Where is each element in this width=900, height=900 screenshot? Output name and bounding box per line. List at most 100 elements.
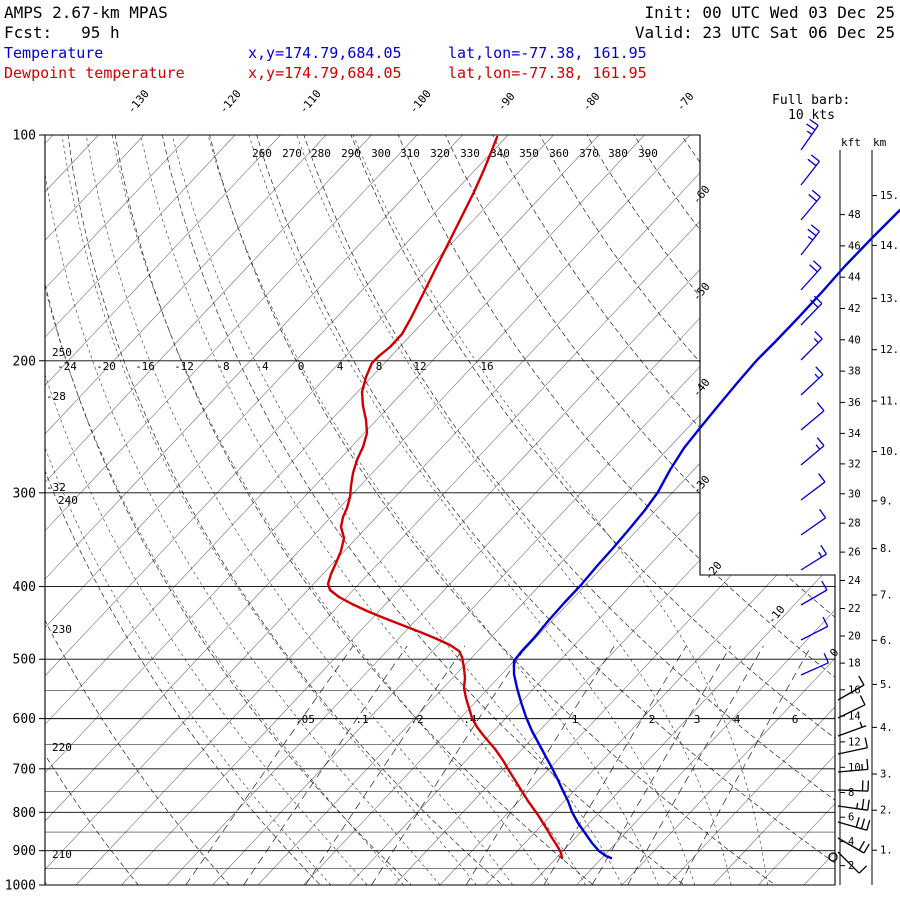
svg-text:-10: -10: [765, 603, 788, 627]
wind-barb: [837, 721, 867, 737]
legend-dewpoint-label: Dewpoint temperature: [4, 64, 185, 82]
svg-text:320: 320: [430, 147, 450, 160]
svg-text:5.: 5.: [880, 679, 893, 691]
svg-text:-120: -120: [217, 87, 244, 116]
svg-text:8: 8: [376, 360, 383, 373]
wind-barb: [837, 816, 871, 831]
svg-text:0: 0: [298, 360, 305, 373]
svg-text:300: 300: [13, 486, 36, 501]
svg-text:12: 12: [413, 360, 426, 373]
svg-text:3.: 3.: [880, 769, 893, 781]
wind-barb: [800, 508, 827, 536]
svg-text:15.: 15.: [880, 190, 899, 202]
svg-text:280: 280: [311, 147, 331, 160]
svg-text:7.: 7.: [880, 590, 893, 602]
svg-text:700: 700: [13, 762, 36, 777]
svg-text:380: 380: [608, 147, 628, 160]
svg-text:290: 290: [341, 147, 361, 160]
legend-dewpoint-xy: x,y=174.79,684.05: [248, 64, 402, 82]
wind-barb: [800, 437, 825, 466]
calm-wind-circle: [828, 852, 838, 862]
dewpoint-curve: [326, 135, 564, 860]
svg-text:360: 360: [549, 147, 569, 160]
wind-barb: [800, 154, 820, 186]
svg-text:-40: -40: [690, 376, 713, 400]
legend-temperature-label: Temperature: [4, 44, 104, 62]
svg-text:34: 34: [848, 428, 861, 440]
svg-text:-16: -16: [135, 360, 155, 373]
wind-barb: [837, 758, 869, 773]
wind-barb: [800, 580, 828, 606]
svg-text:350: 350: [519, 147, 539, 160]
svg-text:.2: .2: [410, 713, 423, 726]
svg-text:-8: -8: [216, 360, 229, 373]
svg-text:-60: -60: [690, 183, 713, 207]
wind-barb: [800, 402, 825, 431]
wind-barb: [800, 295, 823, 326]
svg-text:-20: -20: [96, 360, 116, 373]
svg-text:20: 20: [848, 631, 861, 643]
svg-text:1000: 1000: [5, 879, 36, 894]
pressure-axis: 100 200 300 400 500 600 700 800 900 1000: [5, 129, 835, 894]
plot-border: [44, 134, 836, 886]
svg-text:330: 330: [460, 147, 480, 160]
wind-barb: [800, 616, 829, 641]
svg-text:8.: 8.: [880, 543, 893, 555]
svg-text:900: 900: [13, 844, 36, 859]
svg-text:-28: -28: [46, 390, 66, 403]
svg-text:14: 14: [848, 711, 861, 723]
svg-text:-70: -70: [674, 90, 697, 114]
svg-text:3: 3: [694, 713, 701, 726]
svg-text:-4: -4: [255, 360, 269, 373]
svg-text:210: 210: [52, 848, 72, 861]
temperature-curve: [512, 208, 900, 860]
legend-temperature-xy: x,y=174.79,684.05: [248, 44, 402, 62]
svg-text:1.: 1.: [880, 845, 893, 857]
svg-text:340: 340: [490, 147, 510, 160]
wind-barb: [800, 260, 822, 291]
svg-text:-50: -50: [690, 280, 713, 304]
wind-barb: [837, 675, 865, 701]
wind-barb: [800, 544, 827, 571]
valid-time: Valid: 23 UTC Sat 06 Dec 25: [634, 23, 895, 42]
svg-text:1: 1: [572, 713, 579, 726]
wind-barb: [837, 780, 869, 792]
svg-text:40: 40: [848, 334, 861, 346]
wind-barb: [837, 737, 868, 755]
svg-text:6: 6: [792, 713, 799, 726]
svg-text:38: 38: [848, 366, 861, 378]
wind-barb: [800, 330, 823, 361]
svg-text:48: 48: [848, 209, 861, 221]
svg-text:14.: 14.: [880, 240, 899, 252]
svg-text:500: 500: [13, 653, 36, 668]
svg-text:-32: -32: [46, 481, 66, 494]
svg-text:.1: .1: [355, 713, 368, 726]
barb-legend-value: 10 kts: [788, 108, 835, 123]
svg-text:300: 300: [371, 147, 391, 160]
svg-text:24: 24: [848, 575, 861, 587]
svg-text:30: 30: [848, 488, 861, 500]
svg-text:260: 260: [252, 147, 272, 160]
svg-text:kft: kft: [841, 136, 861, 149]
svg-text:250: 250: [52, 346, 72, 359]
svg-text:18: 18: [848, 658, 861, 670]
svg-text:800: 800: [13, 806, 36, 821]
svg-text:600: 600: [13, 712, 36, 727]
svg-text:200: 200: [13, 354, 36, 369]
svg-text:12: 12: [848, 736, 861, 748]
svg-text:310: 310: [400, 147, 420, 160]
svg-text:10.: 10.: [880, 446, 899, 458]
model-title: AMPS 2.67-km MPAS: [4, 3, 168, 22]
svg-text:26: 26: [848, 547, 861, 559]
svg-text:4.: 4.: [880, 722, 893, 734]
svg-text:42: 42: [848, 303, 861, 315]
init-time: Init: 00 UTC Wed 03 Dec 25: [644, 3, 895, 22]
adiabat-labels: 260 270 280 290 300 310 320 330 340 350 360 370 380 3…: [46, 147, 798, 861]
wind-barb: [800, 224, 820, 256]
svg-text:11.: 11.: [880, 396, 899, 408]
svg-text:-24: -24: [57, 360, 77, 373]
wind-barb: [800, 473, 826, 501]
svg-text:-130: -130: [125, 87, 152, 116]
svg-text:100: 100: [13, 129, 36, 144]
